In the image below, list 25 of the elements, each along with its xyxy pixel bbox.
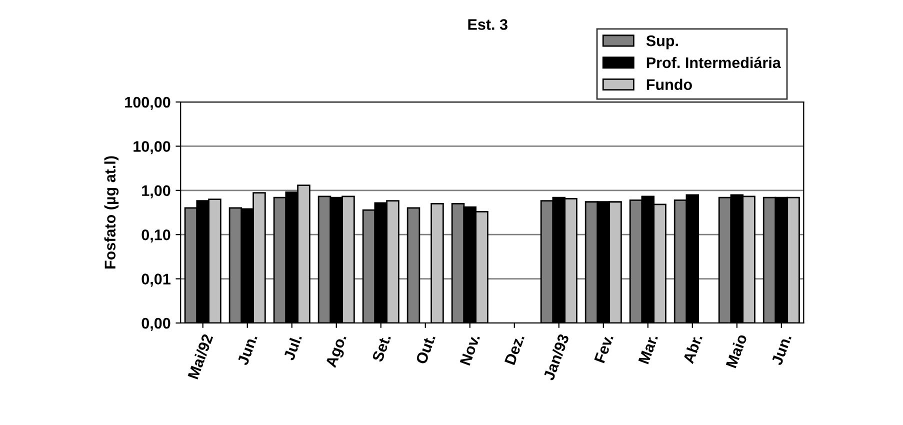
x-tick-label: Jun. [237,334,258,366]
legend-label: Prof. Intermediária [646,56,781,68]
y-tick-label: 10,00 [134,141,170,154]
y-tick-label: 0,10 [142,229,170,242]
y-tick-label: 100,00 [125,96,170,110]
y-tick-label: 0,00 [142,318,170,331]
x-tick-label: Maio [725,333,748,368]
x-tick-label: Fev. [594,334,614,364]
x-tick-label: Abr. [682,334,703,364]
x-tick-label: Nov. [460,334,480,366]
x-tick-label: Mar. [638,334,658,364]
x-tick-label: Mai/92 [187,333,214,380]
x-tick-label: Set. [372,334,392,362]
x-tick-label: Dez. [504,334,525,366]
legend-label: Sup. [646,35,678,50]
x-tick-label: Jul. [282,334,302,362]
y-tick-label: 0,01 [142,274,170,287]
x-tick-label: Jun. [771,334,792,366]
y-tick-label: 1,00 [142,185,170,198]
y-axis-title: Fosfato (µg at.l) [104,156,119,268]
x-tick-label: Ago. [325,334,350,370]
x-tick-label: Out. [416,334,436,365]
legend-label: Fundo [646,78,692,90]
chart-title: Est. 3 [468,19,508,30]
x-tick-label: Jan/93 [542,333,570,382]
